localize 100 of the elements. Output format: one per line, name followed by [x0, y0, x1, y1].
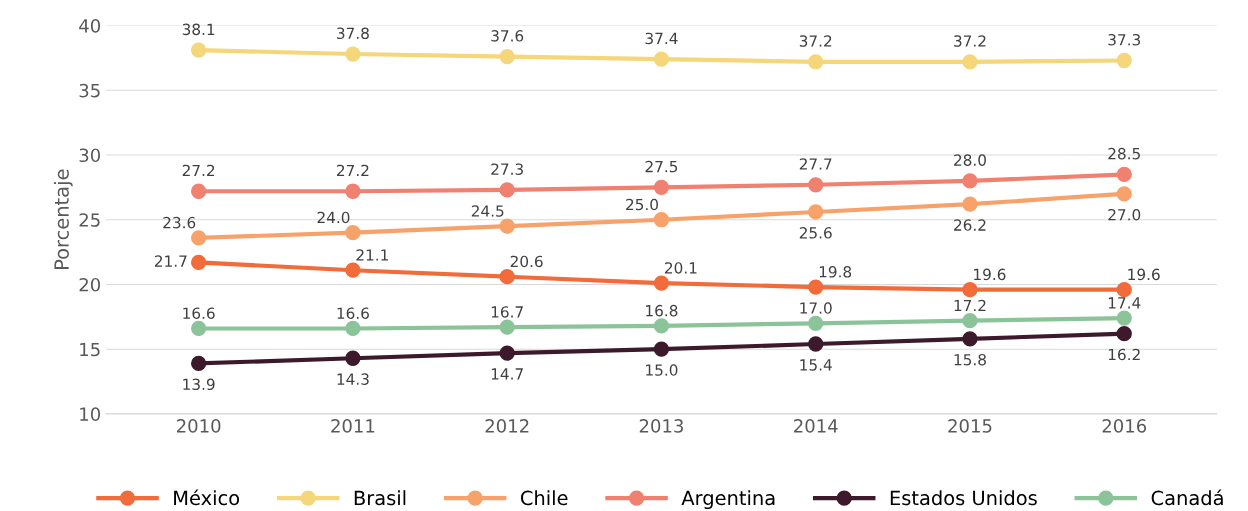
- y-tick-label: 40: [79, 19, 101, 33]
- data-label: 26.2: [954, 219, 986, 231]
- y-tick-label: 20: [79, 277, 101, 292]
- y-axis-title: Porcentaje: [53, 169, 73, 269]
- data-label: 16.7: [491, 306, 523, 318]
- data-label: 24.0: [317, 211, 350, 224]
- point: [499, 218, 515, 234]
- data-label: 16.6: [337, 307, 369, 320]
- data-label: 16.8: [646, 304, 678, 317]
- x-tick-label: 2013: [639, 419, 683, 433]
- data-label: 27.2: [182, 164, 215, 177]
- point: [653, 318, 670, 334]
- x-tick-label: 2014: [794, 419, 838, 433]
- data-label: 25.6: [799, 227, 832, 239]
- data-label: 27.5: [645, 160, 678, 173]
- data-label: 19.6: [974, 268, 1006, 281]
- legend-label: Chile: [520, 490, 568, 506]
- x-tick-label: 2015: [948, 419, 992, 433]
- point: [962, 281, 978, 298]
- x-tick-label: 2012: [485, 419, 529, 433]
- legend-label: Brasil: [354, 490, 406, 506]
- point: [191, 230, 207, 246]
- data-label: 15.0: [646, 364, 678, 376]
- data-label: 27.0: [1108, 208, 1141, 221]
- data-label: 27.2: [337, 164, 369, 177]
- point: [345, 320, 361, 337]
- data-label: 17.0: [800, 302, 832, 314]
- data-label: 37.8: [337, 27, 369, 40]
- point: [499, 182, 515, 198]
- y-tick-label: 25: [79, 213, 100, 227]
- point: [345, 183, 361, 199]
- data-label: 20.6: [510, 255, 543, 268]
- point: [962, 196, 978, 212]
- point: [808, 315, 824, 331]
- y-tick-label: 30: [79, 148, 101, 163]
- data-label: 37.4: [645, 32, 678, 45]
- point: [1116, 281, 1132, 298]
- point: [962, 331, 978, 347]
- point: [962, 313, 978, 329]
- data-label: 21.7: [154, 255, 187, 267]
- point: [191, 320, 207, 337]
- point: [345, 262, 361, 278]
- point: [345, 225, 361, 241]
- data-label: 20.1: [665, 262, 697, 274]
- point: [653, 51, 670, 67]
- point: [653, 341, 670, 357]
- point: [499, 269, 515, 285]
- point: [499, 345, 515, 361]
- point: [808, 336, 824, 352]
- data-label: 14.7: [491, 368, 523, 380]
- data-label: 25.0: [626, 198, 658, 211]
- data-label: 27.7: [799, 158, 832, 170]
- y-tick-label: 15: [80, 342, 100, 357]
- legend-label: México: [174, 489, 240, 506]
- legend-label: Argentina: [681, 490, 775, 510]
- point: [1116, 326, 1132, 342]
- point: [499, 48, 515, 65]
- point: [962, 54, 978, 70]
- data-label: 37.3: [1108, 33, 1141, 46]
- data-label: 19.6: [1128, 268, 1160, 281]
- x-tick-label: 2016: [1102, 419, 1147, 433]
- point: [962, 173, 978, 189]
- data-label: 21.1: [356, 249, 388, 261]
- data-label: 16.2: [1108, 348, 1140, 361]
- legend-label: Canadá: [1151, 489, 1223, 506]
- point: [808, 204, 824, 220]
- y-tick-label: 35: [79, 83, 100, 98]
- point: [1116, 310, 1132, 326]
- point: [191, 42, 207, 58]
- point: [345, 350, 361, 366]
- x-tick-label: 2010: [176, 419, 221, 433]
- point: [499, 319, 515, 335]
- y-tick-label: 10: [80, 407, 101, 422]
- point: [1116, 166, 1132, 183]
- point: [1116, 186, 1132, 202]
- point: [653, 179, 670, 196]
- data-label: 28.0: [954, 154, 986, 166]
- point: [191, 254, 207, 271]
- data-label: 28.5: [1108, 147, 1140, 160]
- point: [1116, 52, 1132, 69]
- data-label: 15.4: [800, 359, 832, 371]
- point: [345, 46, 361, 62]
- data-label: 23.6: [163, 216, 196, 229]
- point: [808, 279, 824, 295]
- point: [191, 183, 207, 199]
- point: [808, 54, 824, 70]
- data-label: 37.6: [491, 30, 524, 42]
- data-label: 27.3: [491, 163, 523, 175]
- data-label: 13.9: [183, 378, 215, 391]
- data-label: 15.8: [954, 353, 986, 366]
- data-label: 17.2: [954, 299, 986, 312]
- data-label: 19.8: [819, 266, 852, 278]
- data-label: 14.3: [337, 373, 369, 385]
- data-label: 24.5: [471, 205, 504, 217]
- x-tick-label: 2011: [331, 419, 375, 433]
- point: [191, 355, 207, 372]
- data-label: 38.1: [182, 23, 215, 36]
- point: [653, 212, 670, 228]
- point: [653, 275, 670, 291]
- point: [808, 177, 824, 193]
